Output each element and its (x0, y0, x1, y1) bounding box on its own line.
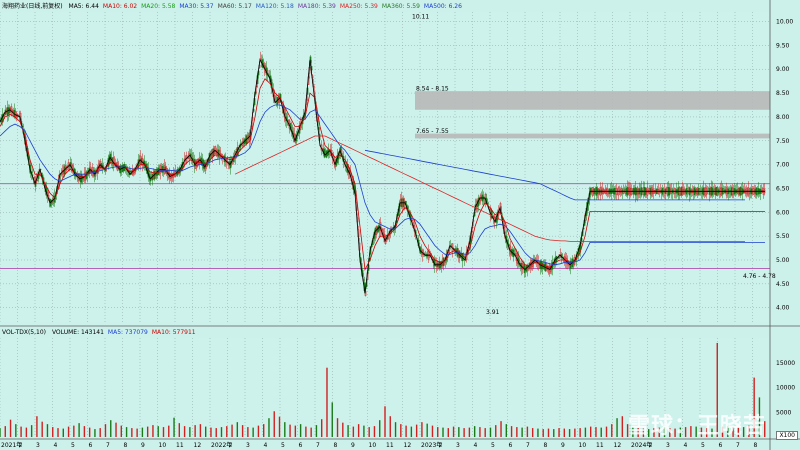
price-tick-label: 4.50 (776, 281, 790, 288)
watermark: 雪球：王晓苦 (627, 414, 766, 439)
x-tick-label: 3 (36, 442, 40, 449)
ma-legend-item: MA60: 5.17 (217, 3, 252, 10)
x-tick-label: 6 (299, 442, 303, 449)
x-tick-label: 10 (369, 442, 377, 449)
ma-legend-item: MA500: 6.26 (423, 3, 462, 10)
ma-legend-item: MA180: 5.39 (297, 3, 336, 10)
x-tick-label: 12 (404, 442, 412, 449)
x-tick-label: 11 (176, 442, 184, 449)
price-tick-label: 4.00 (776, 305, 790, 312)
x-tick-label: 7 (736, 442, 740, 449)
x-tick-label: 3 (666, 442, 670, 449)
x-tick-label: 5 (71, 442, 75, 449)
x-tick-label: 6 (509, 442, 513, 449)
price-tick-label: 7.00 (776, 162, 790, 169)
x-tick-label: 5 (491, 442, 495, 449)
volume-title: VOL-TDX(5,10) (2, 329, 47, 336)
stock-name: 海翔药业(日线,前复权) (2, 3, 63, 10)
volume-tick-label: 10000 (776, 385, 795, 392)
x-tick-label: 8 (334, 442, 338, 449)
ma-legend-item: MA250: 5.39 (339, 3, 378, 10)
x-tick-label: 2022年 (211, 441, 232, 449)
x-tick-label: 12 (194, 442, 202, 449)
price-tick-label: 6.50 (776, 185, 790, 192)
x-tick-label: 2021年 (1, 441, 22, 449)
x-tick-label: 8 (124, 442, 128, 449)
ma-line-ma5 (0, 58, 765, 294)
price-annotation: 4.76 - 4.78 (743, 273, 776, 280)
volume-legend: VOL-TDX(5,10) VOLUME: 143141 MA5: 737079 M… (2, 328, 200, 338)
x-tick-label: 11 (596, 442, 604, 449)
x-tick-label: 4 (264, 442, 268, 449)
x-tick-label: 3 (456, 442, 460, 449)
x-tick-label: 5 (281, 442, 285, 449)
ma-legend-item: MA10: 6.02 (102, 3, 138, 10)
volume-legend-item: VOLUME: 143141 (51, 329, 104, 336)
price-tick-label: 6.00 (776, 209, 790, 216)
ma-line-ma30 (0, 104, 765, 266)
ma-legend-item: MA120: 5.18 (255, 3, 294, 10)
price-zone (415, 91, 770, 110)
x-tick-label: 2 (229, 442, 233, 449)
x-tick-label: 4 (54, 442, 58, 449)
x-tick-label: 5 (701, 442, 705, 449)
price-annotation: 8.54 - 8.15 (416, 85, 449, 92)
ma-legend-item: MA20: 5.58 (141, 3, 176, 10)
x-tick-label: 9 (351, 442, 355, 449)
x-tick-label: 2024年 (631, 441, 652, 449)
ma-legend-item: MA360: 5.59 (381, 3, 420, 10)
price-annotation: 3.91 (486, 309, 500, 316)
x-tick-label: 7 (316, 442, 320, 449)
ma-line-ma500 (364, 149, 745, 201)
x-tick-label: 4 (474, 442, 478, 449)
volume-legend-items: VOLUME: 143141 MA5: 737079 MA10: 577911 (52, 329, 200, 336)
price-zone (415, 133, 770, 139)
price-tick-label: 9.50 (776, 42, 790, 49)
x-tick-label: 2 (649, 442, 653, 449)
volume-tick-label: 15000 (776, 360, 795, 367)
x-tick-label: 4 (684, 442, 688, 449)
ma-line-ma250 (234, 135, 745, 242)
price-tick-label: 10.00 (776, 19, 793, 26)
x-tick-label: 2 (439, 442, 443, 449)
price-tick-label: 8.00 (776, 114, 790, 121)
price-legend: 海翔药业(日线,前复权) MA5: 6.44 MA10: 6.02 MA20: 5.… (2, 2, 466, 12)
ma-legend-item: MA30: 5.37 (179, 3, 214, 10)
ma-legend-items: MA5: 6.44 MA10: 6.02 MA20: 5.58 MA30: 5.37 M… (69, 3, 466, 10)
x-tick-label: 2023年 (421, 441, 442, 449)
ma-line-ma10 (0, 78, 765, 271)
x-tick-label: 6 (89, 442, 93, 449)
price-tick-label: 8.50 (776, 90, 790, 97)
x-tick-label: 10 (159, 442, 167, 449)
price-tick-label: 9.00 (776, 66, 790, 73)
x-tick-label: 9 (141, 442, 145, 449)
price-annotation: 10.11 (412, 13, 429, 20)
x-tick-label: 12 (614, 442, 622, 449)
x-tick-label: 8 (754, 442, 758, 449)
x-tick-label: 7 (106, 442, 110, 449)
x-tick-label: 11 (386, 442, 394, 449)
x-tick-label: 10 (579, 442, 587, 449)
volume-legend-item: MA10: 577911 (151, 329, 196, 336)
axis-box: X100 (776, 431, 798, 440)
x-tick-label: 3 (246, 442, 250, 449)
price-tick-label: 7.50 (776, 138, 790, 145)
price-tick-label: 5.00 (776, 257, 790, 264)
x-tick-label: 6 (719, 442, 723, 449)
volume-legend-item: MA5: 737079 (107, 329, 148, 336)
price-tick-label: 5.50 (776, 233, 790, 240)
x-tick-label: 2 (19, 442, 23, 449)
ma-legend-item: MA5: 6.44 (68, 3, 99, 10)
x-tick-label: 7 (526, 442, 530, 449)
x-tick-label: 9 (561, 442, 565, 449)
volume-tick-label: 5000 (776, 409, 791, 416)
price-annotation: 7.65 - 7.55 (416, 128, 449, 135)
x-tick-label: 8 (544, 442, 548, 449)
